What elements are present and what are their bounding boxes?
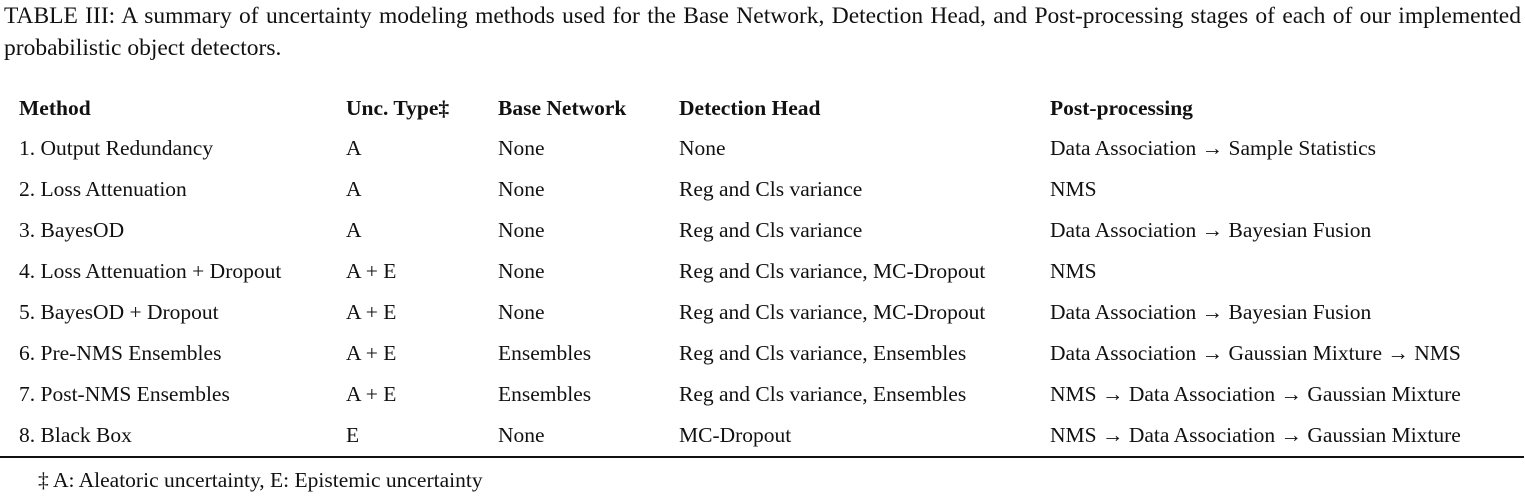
cell-detection-head: Reg and Cls variance bbox=[679, 218, 863, 242]
cell-unc-type: A bbox=[346, 177, 362, 201]
cell-post-processing: Data Association → Sample Statistics bbox=[1050, 136, 1377, 160]
cell-post-processing: NMS → Data Association → Gaussian Mixtur… bbox=[1050, 415, 1524, 458]
table-footnote: ‡ A: Aleatoric uncertainty, E: Epistemic… bbox=[38, 468, 483, 492]
cell-detection-head: Reg and Cls variance bbox=[679, 177, 863, 201]
cell-post-processing: Data Association → Bayesian Fusion bbox=[1050, 218, 1372, 242]
cell-unc-type: A + E bbox=[346, 259, 397, 283]
cell-method: 2. Loss Attenuation bbox=[19, 177, 187, 201]
cell-detection-head: Reg and Cls variance, Ensembles bbox=[679, 341, 967, 365]
header-unc-type: Unc. Type‡ bbox=[346, 95, 450, 120]
cell-unc-type: A + E bbox=[346, 300, 397, 324]
table-row: 8. Black Box E None MC-Dropout NMS → Dat… bbox=[0, 415, 1524, 458]
cell-post-processing: NMS → Data Association → Gaussian Mixtur… bbox=[1050, 382, 1461, 406]
cell-base-network: None bbox=[498, 300, 545, 324]
header-detection-head: Detection Head bbox=[679, 95, 821, 120]
cell-method: 4. Loss Attenuation + Dropout bbox=[19, 259, 282, 283]
cell-method: 7. Post-NMS Ensembles bbox=[19, 382, 230, 406]
cell-method: 5. BayesOD + Dropout bbox=[19, 300, 219, 324]
table-row: 6. Pre-NMS Ensembles A + E Ensembles Reg… bbox=[0, 333, 1524, 374]
header-post-processing: Post-processing bbox=[1050, 95, 1193, 120]
table-row: 5. BayesOD + Dropout A + E None Reg and … bbox=[0, 292, 1524, 333]
cell-unc-type: A + E bbox=[346, 382, 397, 406]
table-row: 1. Output Redundancy A None None Data As… bbox=[0, 128, 1524, 169]
cell-detection-head: Reg and Cls variance, MC-Dropout bbox=[679, 300, 986, 324]
cell-base-network: None bbox=[498, 415, 679, 458]
table-row: 4. Loss Attenuation + Dropout A + E None… bbox=[0, 251, 1524, 292]
header-method: Method bbox=[19, 95, 91, 120]
table-header-row: Method Unc. Type‡ Base Network Detection… bbox=[0, 88, 1524, 128]
cell-base-network: None bbox=[498, 136, 545, 160]
cell-post-processing: NMS bbox=[1050, 259, 1097, 283]
table-row: 3. BayesOD A None Reg and Cls variance D… bbox=[0, 210, 1524, 251]
cell-detection-head: MC-Dropout bbox=[679, 415, 1050, 458]
cell-base-network: None bbox=[498, 259, 545, 283]
table-row: 7. Post-NMS Ensembles A + E Ensembles Re… bbox=[0, 374, 1524, 415]
cell-method: 1. Output Redundancy bbox=[19, 136, 214, 160]
table-row: 2. Loss Attenuation A None Reg and Cls v… bbox=[0, 169, 1524, 210]
cell-base-network: Ensembles bbox=[498, 341, 592, 365]
header-base-network: Base Network bbox=[498, 95, 627, 120]
cell-unc-type: A + E bbox=[346, 341, 397, 365]
cell-method: 8. Black Box bbox=[0, 415, 346, 458]
cell-base-network: None bbox=[498, 177, 545, 201]
cell-post-processing: NMS bbox=[1050, 177, 1097, 201]
table-caption: TABLE III: A summary of uncertainty mode… bbox=[4, 3, 1521, 61]
cell-base-network: Ensembles bbox=[498, 382, 592, 406]
cell-unc-type: E bbox=[346, 415, 498, 458]
cell-method: 3. BayesOD bbox=[19, 218, 125, 242]
cell-unc-type: A bbox=[346, 218, 362, 242]
cell-detection-head: None bbox=[679, 136, 726, 160]
cell-base-network: None bbox=[498, 218, 545, 242]
cell-post-processing: Data Association → Bayesian Fusion bbox=[1050, 300, 1372, 324]
cell-unc-type: A bbox=[346, 136, 362, 160]
cell-post-processing: Data Association → Gaussian Mixture → NM… bbox=[1050, 341, 1461, 365]
cell-detection-head: Reg and Cls variance, MC-Dropout bbox=[679, 259, 986, 283]
cell-method: 6. Pre-NMS Ensembles bbox=[19, 341, 222, 365]
cell-detection-head: Reg and Cls variance, Ensembles bbox=[679, 382, 967, 406]
uncertainty-methods-table: Method Unc. Type‡ Base Network Detection… bbox=[0, 88, 1524, 458]
